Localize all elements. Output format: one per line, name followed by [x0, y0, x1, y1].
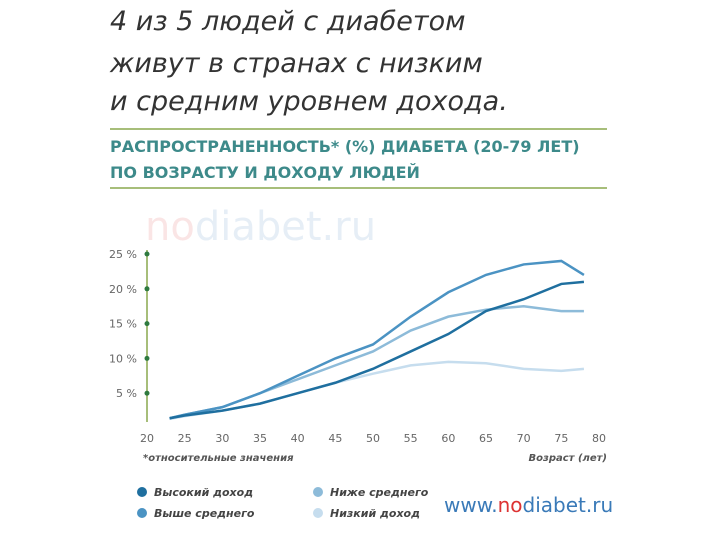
series-line: [169, 259, 585, 420]
legend-label: Выше среднего: [154, 507, 255, 520]
x-tick-label: 55: [404, 432, 418, 445]
y-tick: [144, 390, 150, 396]
y-tick-label: 5 %: [116, 387, 137, 400]
headline: живут в странах с низким: [109, 48, 483, 79]
series-line: [169, 280, 585, 420]
headline: 4 из 5 людей с диабетом: [110, 6, 465, 37]
logo: www.nodiabet.ru: [444, 493, 613, 517]
y-tick-label: 20 %: [109, 283, 137, 296]
series-line: [169, 304, 584, 420]
x-tick-label: 35: [253, 432, 267, 445]
heading: РАСПРОСТРАНЕННОСТЬ* (%) ДИАБЕТА (20-79 Л…: [110, 137, 580, 156]
x-tick-label: 60: [441, 432, 455, 445]
y-tick: [144, 286, 150, 292]
x-tick-label: 50: [366, 432, 380, 445]
x-tick-label: 65: [479, 432, 493, 445]
y-tick: [144, 251, 150, 257]
x-tick-label: 70: [517, 432, 531, 445]
x-tick-label: 80: [592, 432, 606, 445]
y-tick-label: 25 %: [109, 248, 137, 261]
x-tick-label: 75: [554, 432, 568, 445]
plot: 5 % 10 % 15 % 20 % 25 % 20 25 30 35 40 45 50 55 60 65 7…: [109, 248, 607, 520]
series-line: [169, 360, 585, 421]
y-tick-label: 15 %: [109, 318, 137, 331]
headline: и средним уровнем дохода.: [110, 86, 508, 117]
footnote: *относительные значения: [143, 453, 294, 464]
watermark: nodiabet.ru: [145, 204, 376, 250]
heading: ПО ВОЗРАСТУ И ДОХОДУ ЛЮДЕЙ: [110, 163, 420, 182]
legend-marker: [137, 508, 147, 518]
x-tick-label: 25: [178, 432, 192, 445]
x-tick-label: 20: [140, 432, 154, 445]
legend-label: Высокий доход: [154, 486, 253, 499]
y-tick-label: 10 %: [109, 352, 137, 365]
legend-marker: [137, 487, 147, 497]
x-tick-label: 45: [328, 432, 342, 445]
legend-label: Ниже среднего: [330, 486, 429, 499]
legend-label: Низкий доход: [330, 507, 420, 520]
legend-marker: [313, 508, 323, 518]
x-axis-label: Возраст (лет): [529, 453, 607, 464]
y-tick: [144, 321, 150, 327]
y-tick: [144, 355, 150, 361]
x-tick-label: 30: [215, 432, 229, 445]
legend-marker: [313, 487, 323, 497]
x-tick-label: 40: [291, 432, 305, 445]
